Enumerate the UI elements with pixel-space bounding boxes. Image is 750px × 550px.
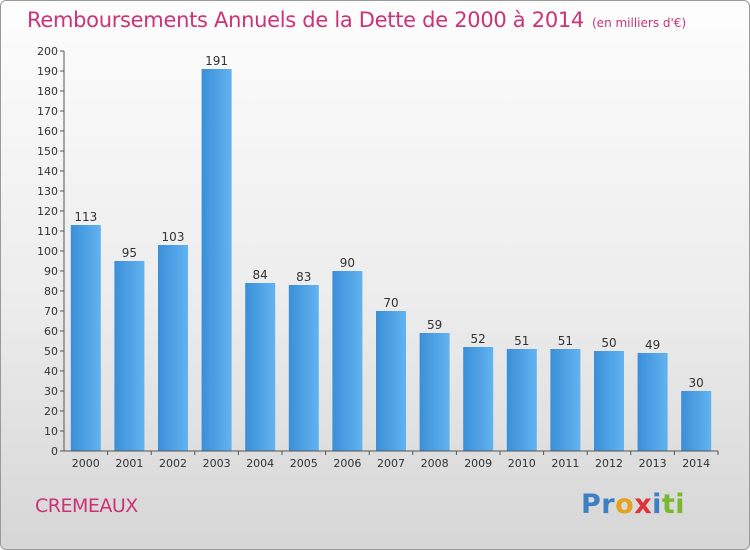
bar-2000	[70, 225, 101, 451]
x-tick-label: 2009	[464, 457, 492, 470]
bar-2011	[550, 349, 581, 451]
bar-value-label: 90	[340, 256, 355, 270]
bars: 113 95 103 191 84 83 90 70 59 52 51 51 50 49 30	[70, 54, 712, 451]
proxiti-logo: Proxiti	[581, 489, 685, 520]
y-tick-label: 20	[44, 405, 58, 418]
x-tick-label: 2014	[682, 457, 710, 470]
bar-2003	[201, 69, 232, 451]
x-tick-label: 2012	[595, 457, 623, 470]
logo-letter: o	[615, 489, 635, 520]
axes: 2000 2001 2002 2003 2004 2005 2006 2007 2008 2009…	[37, 45, 719, 470]
y-tick-label: 180	[37, 85, 58, 98]
x-tick-label: 2007	[377, 457, 405, 470]
bar-2014	[681, 391, 712, 451]
y-tick-label: 120	[37, 205, 58, 218]
x-tick-label: 2008	[421, 457, 449, 470]
bar-2009	[463, 347, 494, 451]
x-tick-label: 2013	[639, 457, 667, 470]
y-tick-label: 160	[37, 125, 58, 138]
y-tick-label: 60	[44, 325, 58, 338]
chart-title-text: Remboursements Annuels de la Dette de 20…	[27, 8, 584, 32]
bar-value-label: 59	[427, 318, 442, 332]
chart-title: Remboursements Annuels de la Dette de 20…	[27, 8, 686, 32]
y-tick-label: 150	[37, 145, 58, 158]
bar-2005	[288, 285, 319, 451]
y-tick-label: 90	[44, 265, 58, 278]
bar-value-label: 83	[296, 270, 311, 284]
bar-2007	[376, 311, 406, 451]
y-tick-label: 80	[44, 285, 58, 298]
y-tick-label: 100	[37, 245, 58, 258]
y-tick-label: 40	[44, 365, 58, 378]
logo-letter: t	[661, 489, 676, 520]
bar-2012	[594, 351, 624, 451]
y-tick-label: 190	[37, 65, 58, 78]
x-tick-label: 2003	[203, 457, 231, 470]
logo-letter: P	[581, 489, 602, 520]
y-tick-label: 0	[51, 445, 58, 458]
x-tick-label: 2001	[115, 457, 143, 470]
x-tick-label: 2010	[508, 457, 536, 470]
bar-value-label: 95	[122, 246, 137, 260]
logo-letter: r	[601, 489, 616, 520]
bar-2013	[637, 353, 668, 451]
bar-2008	[419, 333, 450, 451]
bar-value-label: 30	[689, 376, 704, 390]
x-tick-label: 2006	[333, 457, 361, 470]
bar-value-label: 51	[558, 334, 573, 348]
y-tick-label: 140	[37, 165, 58, 178]
y-tick-label: 110	[37, 225, 58, 238]
bar-value-label: 103	[162, 230, 185, 244]
y-tick-label: 10	[44, 425, 58, 438]
x-tick-label: 2011	[551, 457, 579, 470]
bar-value-label: 113	[74, 210, 97, 224]
y-tick-label: 70	[44, 305, 58, 318]
bar-2004	[245, 283, 276, 451]
bar-value-label: 84	[253, 268, 268, 282]
y-tick-label: 170	[37, 105, 58, 118]
x-tick-label: 2002	[159, 457, 187, 470]
x-tick-label: 2005	[290, 457, 318, 470]
y-tick-label: 50	[44, 345, 58, 358]
bar-2001	[114, 261, 145, 451]
place-name: CREMEAUX	[35, 495, 138, 517]
x-tick-label: 2000	[72, 457, 100, 470]
logo-letter: i	[675, 489, 686, 520]
bar-2010	[506, 349, 537, 451]
bar-value-label: 51	[514, 334, 529, 348]
bar-2002	[158, 245, 188, 451]
logo-letter: i	[652, 489, 662, 520]
chart-subtitle: (en milliers d'€)	[592, 16, 687, 30]
y-tick-label: 200	[37, 45, 58, 58]
bar-2006	[332, 271, 363, 451]
logo-letter: x	[634, 489, 653, 520]
bar-value-label: 70	[383, 296, 398, 310]
y-tick-label: 30	[44, 385, 58, 398]
bar-value-label: 52	[471, 332, 486, 346]
bar-value-label: 49	[645, 338, 660, 352]
bar-value-label: 50	[601, 336, 616, 350]
y-tick-label: 130	[37, 185, 58, 198]
bar-value-label: 191	[205, 54, 228, 68]
x-tick-label: 2004	[246, 457, 274, 470]
